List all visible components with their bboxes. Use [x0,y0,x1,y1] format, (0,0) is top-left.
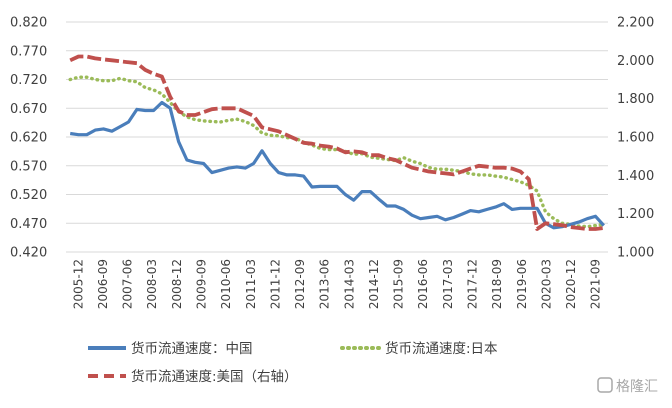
x-tick-label: 2008-03 [145,259,159,309]
x-tick-label: 2012-09 [293,259,307,309]
grid-layer [66,21,608,253]
x-tick-label: 2017-03 [441,259,455,309]
left-tick-label: 0.570 [10,159,47,174]
x-tick-label: 2017-12 [466,259,480,309]
series-line-japan [68,75,606,229]
x-tick-label: 2020-12 [564,259,578,309]
x-tick-label: 2015-09 [392,259,406,309]
x-tick-label: 2010-06 [219,259,233,309]
left-tick-label: 0.770 [10,44,47,59]
x-tick-label: 2009-09 [195,259,209,309]
left-tick-label: 0.420 [10,246,47,261]
legend-label-china: 货币流通速度：中国 [131,340,253,357]
left-tick-label: 0.520 [10,188,47,203]
x-tick-label: 2011-12 [268,259,282,309]
right-tick-label: 2.000 [617,54,654,69]
right-tick-label: 1.800 [617,92,654,107]
x-tick-label: 2018-09 [490,259,504,309]
x-tick-label: 2016-06 [416,259,430,309]
x-tick-label: 2021-09 [589,259,603,309]
left-tick-label: 0.470 [10,217,47,232]
left-tick-label: 0.670 [10,102,47,117]
x-tick-label: 2020-03 [539,259,553,309]
right-tick-label: 1.400 [617,169,654,184]
left-axis-ticks: 0.420 0.470 0.520 0.570 0.620 0.670 0.720 0.770… [10,16,47,261]
legend-label-japan: 货币流通速度:日本 [385,340,498,357]
right-tick-label: 1.000 [617,246,654,261]
series-line-china [69,100,605,230]
x-tick-label: 2019-06 [515,259,529,309]
watermark-text: 格隆汇 [616,379,658,395]
x-axis-ticks: 2005-12 2006-09 2007-06 2008-03 2008-12 2009-… [71,259,602,309]
x-tick-label: 2014-12 [367,259,381,309]
left-tick-label: 0.720 [10,73,47,88]
left-tick-label: 0.820 [10,16,47,31]
x-tick-label: 2008-12 [170,259,184,309]
watermark: 格隆汇 [597,377,658,395]
right-tick-label: 1.600 [617,131,654,146]
right-tick-label: 2.200 [617,16,654,31]
x-tick-label: 2014-03 [342,259,356,309]
series-line-usa [69,54,605,231]
series-layer [68,54,606,231]
x-tick-label: 2005-12 [71,259,85,309]
x-tick-label: 2011-03 [244,259,258,309]
legend-label-usa: 货币流通速度:美国（右轴） [131,368,298,385]
right-tick-label: 1.200 [617,207,654,222]
x-tick-label: 2013-06 [318,259,332,309]
x-tick-label: 2007-06 [121,259,135,309]
watermark-logo-icon [597,377,613,393]
right-axis-ticks: 1.000 1.200 1.400 1.600 1.800 2.000 2.200 [617,16,654,261]
legend: 货币流通速度：中国 货币流通速度:日本 货币流通速度:美国（右轴） [88,340,498,385]
x-tick-label: 2006-09 [96,259,110,309]
left-tick-label: 0.620 [10,131,47,146]
